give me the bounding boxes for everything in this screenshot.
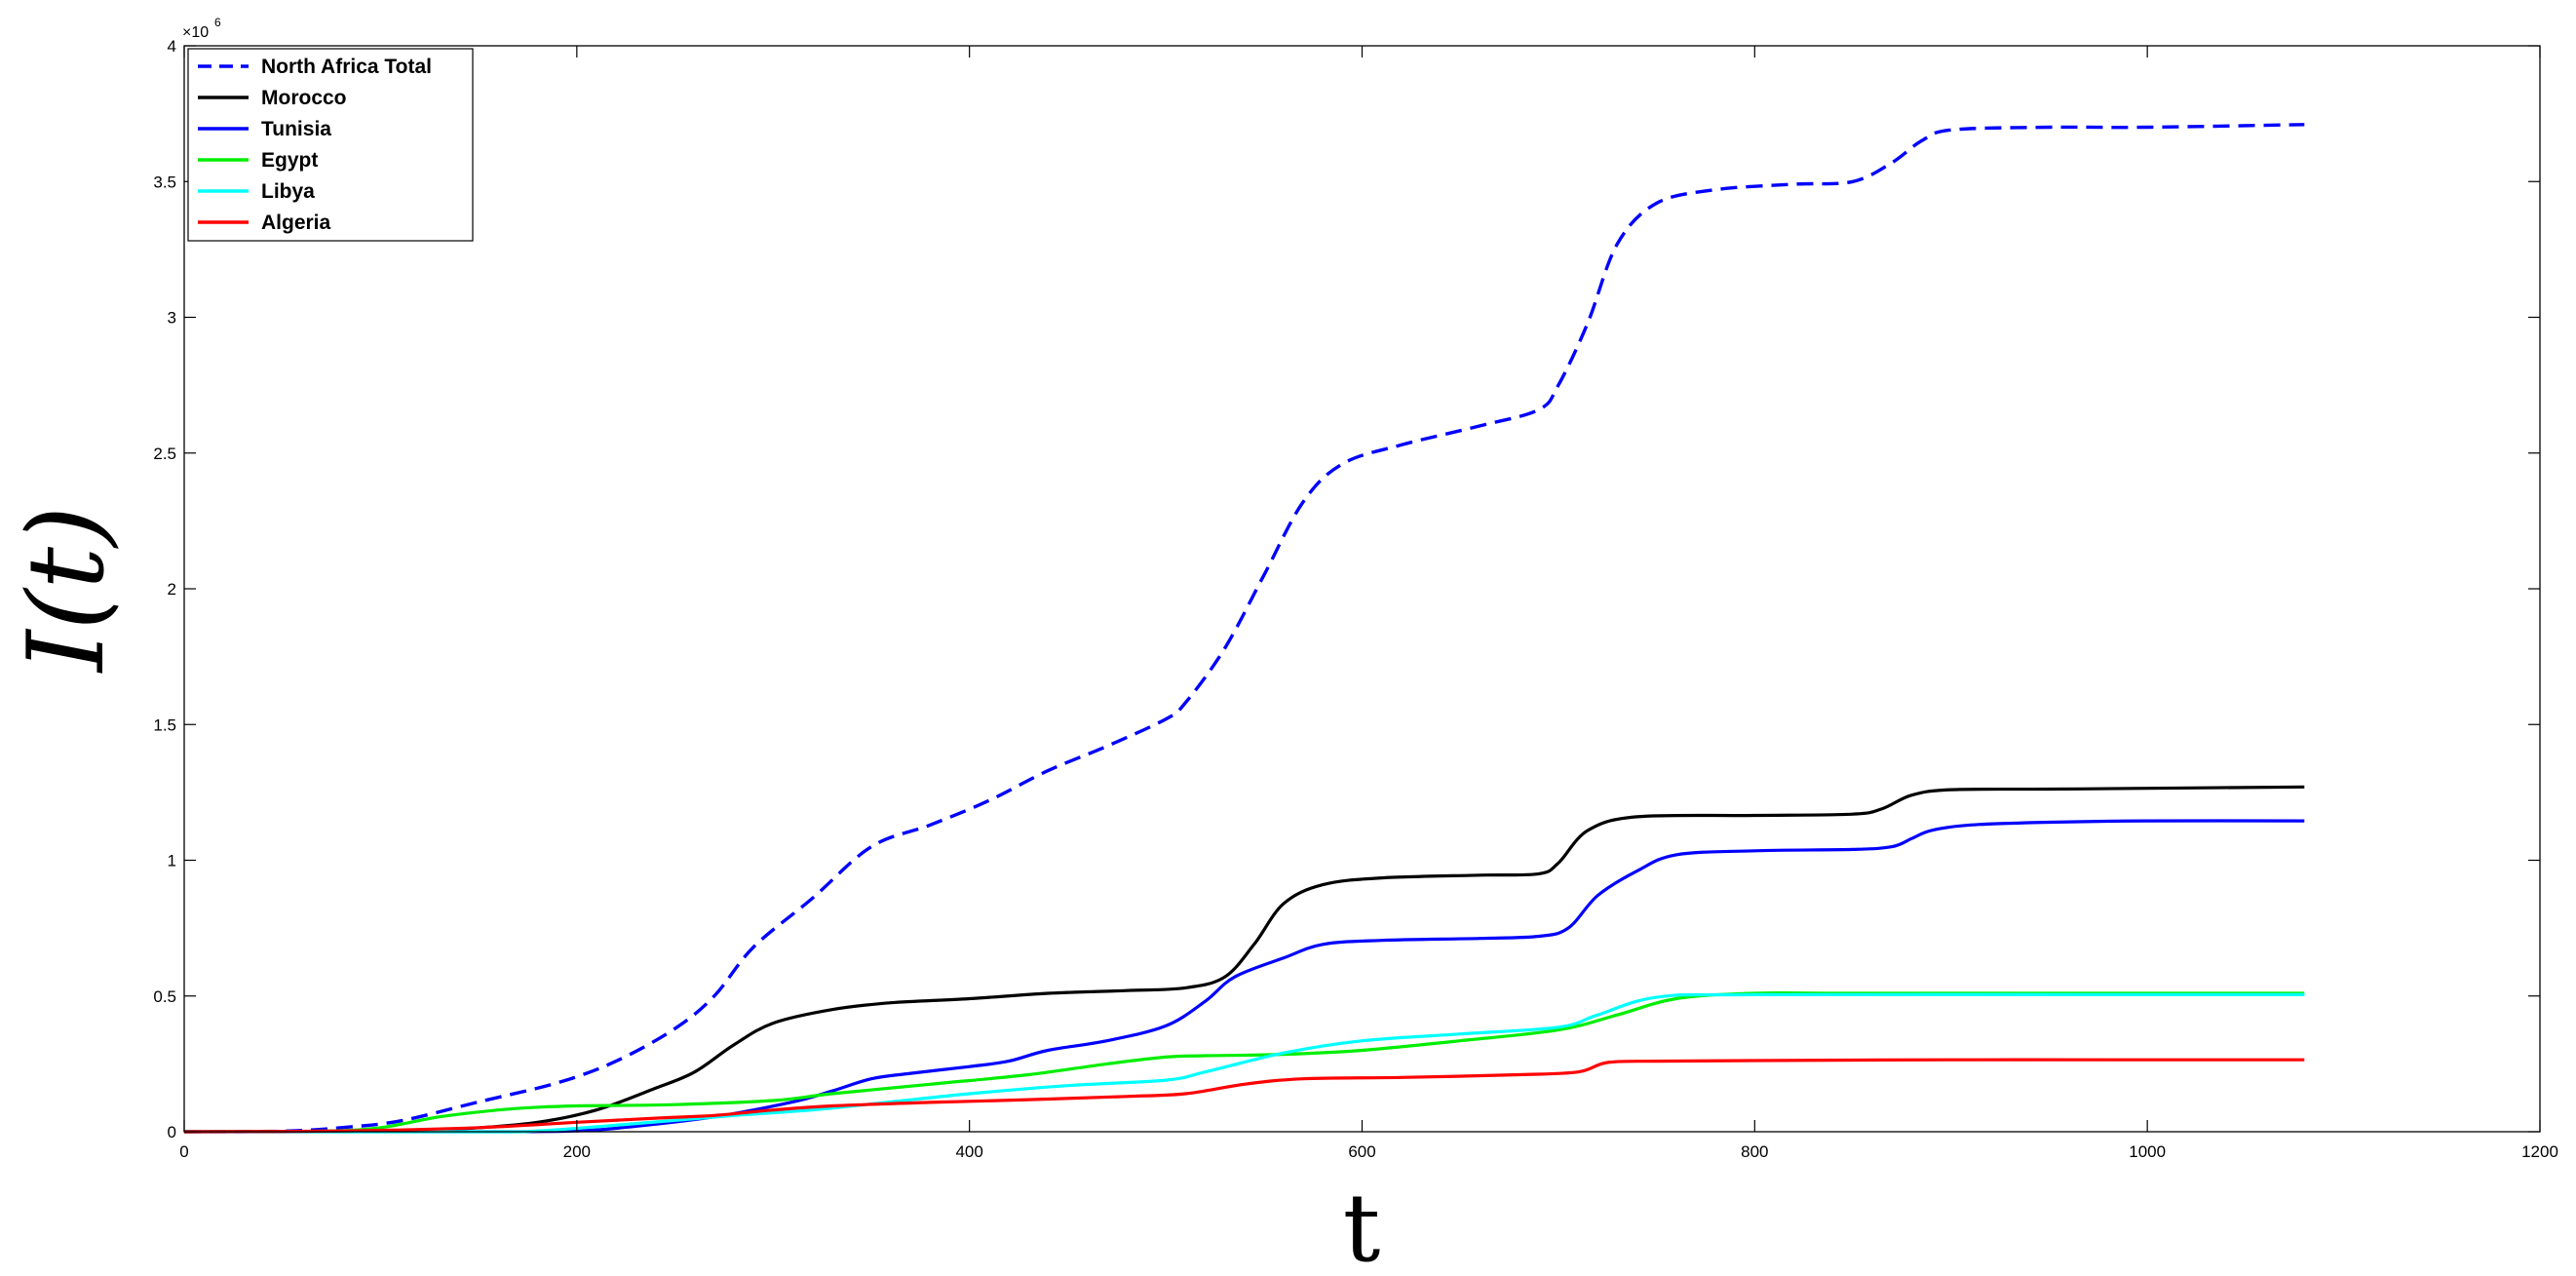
y-exponent-label: ×10 6 (182, 16, 221, 41)
series-layer (183, 123, 2305, 1134)
x-tick-label: 800 (1741, 1142, 1768, 1161)
x-tick-label: 600 (1348, 1142, 1375, 1161)
x-tick-label: 0 (179, 1142, 188, 1161)
axis-layer: 0 200 400 600 800 1000 1200 0 0.5 1 1.5 2 2.5 3 3.5 4 (153, 37, 2558, 1161)
y-tick-label: 1.5 (153, 715, 176, 734)
svg-text:×10: ×10 (182, 24, 209, 41)
legend-label: Morocco (261, 87, 347, 109)
series-line-2 (183, 819, 2305, 1134)
legend: North Africa Total Morocco Tunisia Egypt Lib… (187, 48, 474, 242)
y-tick-label: 0.5 (153, 987, 176, 1006)
series-line-0 (183, 123, 2305, 1134)
series-line-1 (183, 785, 2305, 1134)
plot-area (184, 46, 2540, 1132)
x-axis-label: t (1343, 1174, 1381, 1276)
series-line-5 (183, 1058, 2305, 1134)
y-tick-label: 0 (168, 1123, 176, 1141)
y-tick-label: 1 (168, 852, 176, 870)
y-tick-label: 3 (168, 309, 176, 328)
x-tick-label: 1000 (2129, 1142, 2166, 1161)
y-tick-label: 4 (168, 37, 176, 56)
x-tick-label: 1200 (2521, 1142, 2558, 1161)
series-line-4 (183, 992, 2305, 1134)
legend-label: North Africa Total (261, 56, 432, 78)
y-tick-label: 3.5 (153, 173, 176, 191)
legend-label: Tunisia (261, 118, 331, 140)
legend-label: Algeria (261, 212, 331, 234)
legend-box (187, 48, 474, 242)
x-tick-label: 400 (955, 1142, 982, 1161)
y-axis-label: I(t) (6, 506, 128, 674)
x-tick-label: 200 (563, 1142, 591, 1161)
y-tick-label: 2.5 (153, 445, 176, 463)
svg-text:6: 6 (214, 16, 221, 29)
legend-label: Egypt (261, 149, 318, 172)
legend-label: Libya (261, 180, 315, 203)
y-tick-label: 2 (168, 580, 176, 599)
